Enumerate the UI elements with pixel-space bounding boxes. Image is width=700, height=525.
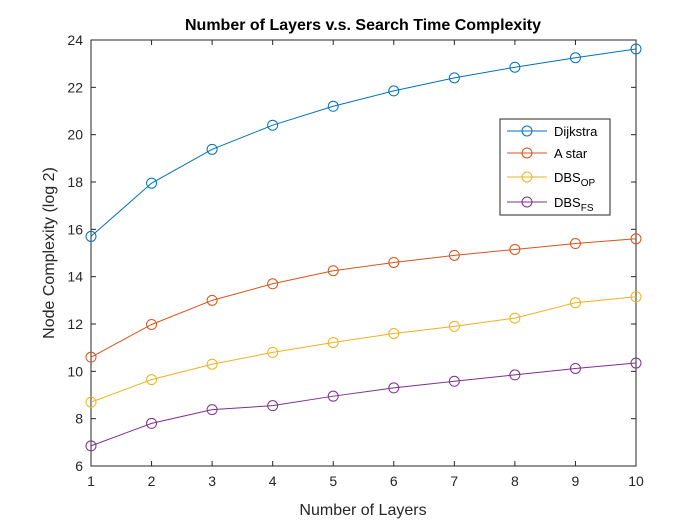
x-tick-label: 9 — [572, 473, 580, 489]
series-line — [90, 48, 637, 237]
legend-label: DBSOP — [554, 170, 596, 189]
legend-label: Dijkstra — [554, 124, 598, 139]
data-point — [206, 143, 218, 155]
data-point — [327, 390, 339, 402]
legend-marker — [521, 125, 533, 137]
x-tick-label: 7 — [450, 473, 458, 489]
y-tick-label: 6 — [75, 458, 83, 474]
y-tick-label: 14 — [67, 269, 83, 285]
series-line — [90, 238, 637, 358]
data-point — [509, 312, 521, 324]
legend-item: DBSFS — [507, 195, 594, 214]
data-point — [448, 320, 460, 332]
data-point — [509, 243, 521, 255]
x-tick-label: 10 — [628, 473, 644, 489]
x-axis-ticks: 1 2 3 4 5 6 7 8 9 10 — [87, 40, 644, 489]
series-line — [90, 296, 637, 403]
data-point — [509, 61, 521, 73]
data-point — [146, 417, 158, 429]
x-tick-label: 4 — [269, 473, 277, 489]
data-point — [206, 358, 218, 370]
data-point — [448, 375, 460, 387]
data-point — [327, 336, 339, 348]
legend-marker — [521, 171, 533, 183]
data-point — [85, 396, 97, 408]
legend-label-subscript: OP — [581, 178, 596, 189]
data-point — [206, 294, 218, 306]
data-point — [388, 85, 400, 97]
data-point — [146, 318, 158, 330]
data-point — [569, 362, 581, 374]
y-tick-label: 10 — [67, 363, 83, 379]
x-tick-label: 8 — [511, 473, 519, 489]
y-tick-label: 18 — [67, 174, 83, 190]
series-dbs-fs — [85, 357, 642, 452]
x-tick-label: 3 — [208, 473, 216, 489]
axes-box — [90, 39, 637, 467]
data-point — [448, 72, 460, 84]
data-point — [388, 256, 400, 268]
y-tick-label: 16 — [67, 221, 83, 237]
data-point — [327, 265, 339, 277]
data-point — [569, 238, 581, 250]
legend-item: Dijkstra — [507, 124, 598, 139]
legend-label: A star — [554, 146, 588, 161]
legend-item: DBSOP — [507, 170, 596, 189]
legend-marker — [521, 196, 533, 208]
series-a-star — [85, 233, 642, 363]
x-axis-label: Number of Layers — [299, 502, 426, 519]
y-tick-label: 20 — [67, 127, 83, 143]
data-point — [630, 233, 642, 245]
data-point — [509, 369, 521, 381]
data-point — [206, 404, 218, 416]
legend-marker — [521, 147, 533, 159]
y-axis-label: Node Complexity (log 2) — [41, 167, 58, 339]
legend-box — [499, 118, 611, 216]
y-axis-ticks: 6 8 10 12 14 16 18 20 22 24 — [67, 32, 636, 474]
x-tick-label: 1 — [87, 473, 95, 489]
y-tick-label: 24 — [67, 32, 83, 48]
legend-item: A star — [507, 146, 588, 161]
series-layer — [85, 43, 642, 452]
data-point — [146, 177, 158, 189]
data-point — [630, 357, 642, 369]
y-tick-label: 22 — [67, 79, 83, 95]
legend-label: DBSFS — [554, 195, 594, 214]
data-point — [267, 278, 279, 290]
data-point — [267, 400, 279, 412]
data-point — [267, 119, 279, 131]
series-dijkstra — [85, 43, 642, 242]
data-point — [630, 43, 642, 55]
data-point — [569, 297, 581, 309]
x-tick-label: 6 — [390, 473, 398, 489]
y-tick-label: 8 — [75, 411, 83, 427]
legend-label-base: DBS — [554, 170, 581, 185]
data-point — [388, 327, 400, 339]
data-point — [85, 351, 97, 363]
data-point — [448, 249, 460, 261]
x-tick-label: 2 — [148, 473, 156, 489]
x-tick-label: 5 — [329, 473, 337, 489]
data-point — [630, 291, 642, 303]
legend-label-base: A star — [554, 146, 588, 161]
series-line — [90, 362, 637, 447]
legend-label-subscript: FS — [581, 203, 594, 214]
data-point — [85, 440, 97, 452]
data-point — [327, 100, 339, 112]
data-point — [388, 382, 400, 394]
data-point — [85, 230, 97, 242]
legend-label-base: DBS — [554, 195, 581, 210]
legend-label-base: Dijkstra — [554, 124, 598, 139]
y-tick-label: 12 — [67, 316, 83, 332]
data-point — [146, 374, 158, 386]
data-point — [569, 52, 581, 64]
data-point — [267, 346, 279, 358]
chart-title: Number of Layers v.s. Search Time Comple… — [185, 17, 541, 34]
series-dbs-op — [85, 291, 642, 408]
